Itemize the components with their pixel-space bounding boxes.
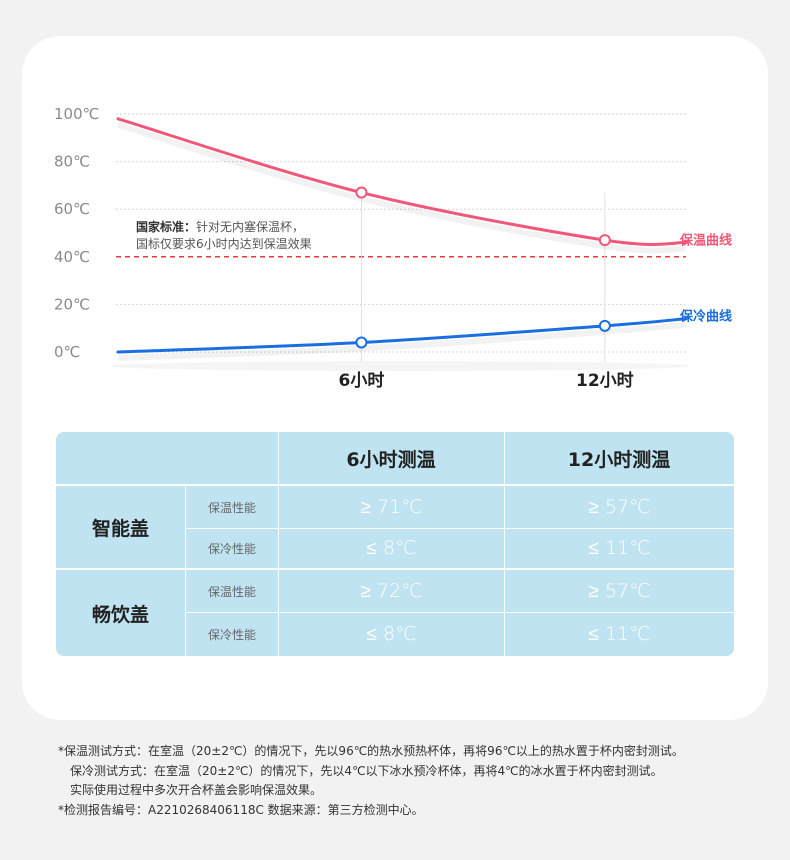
value-cell: ≥ 72℃ (360, 579, 423, 602)
divider (56, 484, 734, 486)
series-shadow (117, 321, 687, 361)
footnote: 保冷测试方式：在室温（20±2℃）的情况下，先以4℃以下冰水预冷杯体，再将4℃的… (70, 763, 663, 778)
value-cell: ≥ 71℃ (360, 495, 423, 518)
value-cell: ≤ 11℃ (588, 623, 651, 645)
divider (185, 612, 734, 613)
value-cell: ≥ 57℃ (588, 579, 651, 602)
data-point (598, 319, 611, 332)
value-cell: ≤ 11℃ (588, 537, 651, 559)
annotation-line2: 国标仅要求6小时内达到保温效果 (136, 236, 312, 251)
y-tick-label: 20℃ (54, 295, 90, 313)
y-tick-label: 80℃ (54, 153, 90, 171)
data-point (598, 234, 611, 247)
x-tick-label: 12小时 (576, 371, 634, 391)
row-label: 保温性能 (207, 500, 256, 515)
value-cell: ≤ 8℃ (366, 537, 417, 559)
value-cell: ≤ 8℃ (366, 623, 417, 645)
product-drink-lid: 畅饮盖 (91, 603, 149, 626)
footnotes: *保温测试方式：在室温（20±2℃）的情况下，先以96℃的热水预热杯体，再将96… (58, 742, 778, 820)
product-smart-lid: 智能盖 (91, 517, 149, 540)
standard-annotation: 国家标准：针对无内塞保温杯， 国标仅要求6小时内达到保温效果 (136, 219, 312, 251)
row-label: 保温性能 (207, 584, 256, 599)
divider (185, 528, 734, 529)
chart-grid (110, 113, 690, 371)
value-cell: ≥ 57℃ (588, 495, 651, 518)
y-tick-label: 60℃ (54, 200, 90, 218)
footnote: 实际使用过程中多次开合杯盖会影响保温效果。 (70, 783, 323, 797)
data-point (355, 336, 368, 349)
divider (504, 432, 505, 656)
header-6h: 6小时测温 (346, 448, 436, 471)
row-label: 保冷性能 (207, 542, 256, 556)
annotation-line1: 针对无内塞保温杯， (196, 219, 304, 234)
temperature-table: 6小时测温 12小时测温 智能盖 保温性能 ≥ 71℃ ≥ 57℃ 保冷性能 ≤… (56, 432, 734, 656)
y-tick-label: 40℃ (54, 248, 90, 266)
baseline-shadow (110, 361, 690, 371)
divider (185, 484, 186, 656)
data-point (355, 186, 368, 199)
x-tick-label: 6小时 (339, 371, 385, 391)
row-label: 保冷性能 (207, 628, 256, 642)
y-tick-label: 0℃ (54, 343, 80, 361)
y-tick-label: 100℃ (54, 105, 99, 123)
y-axis-ticks: 100℃ 80℃ 60℃ 40℃ 20℃ 0℃ (54, 105, 99, 361)
annotation-bold: 国家标准： (136, 219, 196, 234)
cold-curve (116, 317, 688, 354)
footnote: *检测报告编号：A2210268406118C 数据来源：第三方检测中心。 (58, 802, 424, 817)
footnote: *保温测试方式：在室温（20±2℃）的情况下，先以96℃的热水预热杯体，再将96… (58, 744, 684, 758)
x-axis-ticks: 6小时 12小时 (339, 371, 634, 391)
divider (278, 432, 279, 656)
divider (56, 568, 734, 570)
series-shadow (117, 121, 687, 254)
header-12h: 12小时测温 (567, 448, 671, 471)
series-label: 保温曲线 (679, 233, 732, 249)
series-label: 保冷曲线 (679, 309, 732, 325)
heat-curve (116, 117, 688, 246)
